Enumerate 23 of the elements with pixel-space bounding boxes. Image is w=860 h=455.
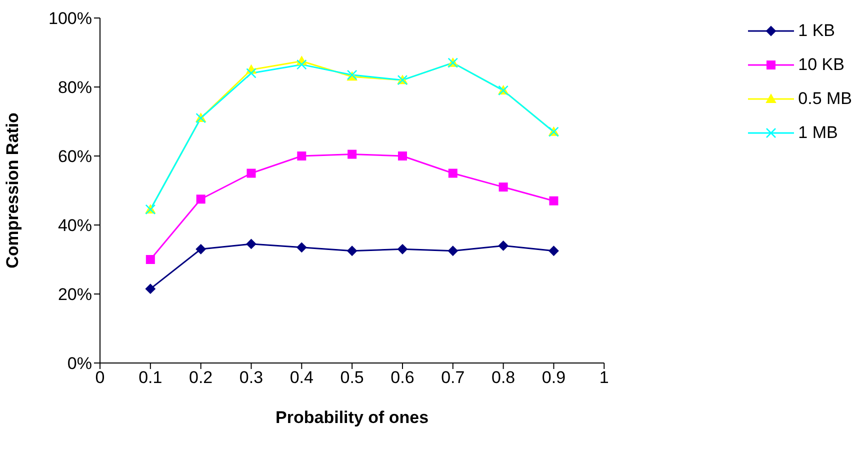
x-tick-label: 0.3 [239, 368, 264, 388]
y-axis-title: Compression Ratio [3, 112, 22, 268]
y-tick-label: 40% [58, 216, 92, 236]
x-tick-label: 0.2 [189, 368, 213, 388]
y-tick-label: 0% [67, 354, 92, 374]
legend-label: 10 KB [798, 55, 844, 75]
legend-label: 1 KB [798, 21, 835, 41]
x-axis-title: Probability of ones [276, 408, 429, 427]
legend-label: 1 MB [798, 123, 838, 143]
x-tick-label: 0.5 [340, 368, 364, 388]
x-tick-label: 0 [95, 368, 105, 388]
x-tick-label: 0.4 [290, 368, 314, 388]
legend-label: 0.5 MB [798, 89, 852, 109]
y-tick-label: 20% [58, 285, 92, 304]
x-tick-label: 0.6 [390, 368, 414, 388]
y-tick-label: 60% [58, 147, 92, 166]
x-tick-label: 1 [599, 368, 609, 388]
x-tick-label: 0.8 [491, 368, 516, 388]
y-tick-label: 100% [48, 9, 92, 28]
x-tick-label: 0.9 [542, 368, 566, 388]
x-tick-label: 0.7 [441, 368, 465, 388]
y-tick-label: 80% [58, 78, 92, 98]
x-tick-label: 0.1 [138, 368, 162, 388]
